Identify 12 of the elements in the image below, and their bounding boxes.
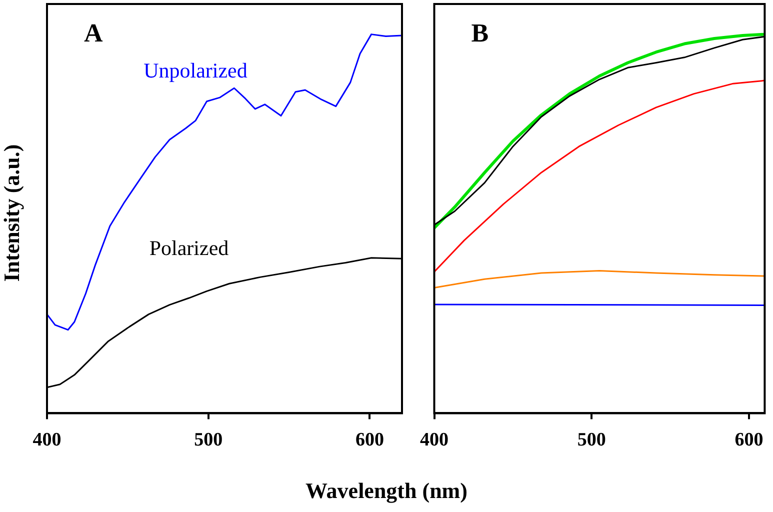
chart-title: A: [84, 18, 103, 48]
x-tick-label: 400: [420, 430, 448, 451]
x-tick-label: 500: [194, 430, 223, 451]
series-label: Unpolarized: [144, 58, 248, 83]
x-tick-label: 600: [355, 430, 384, 451]
x-tick-label: 500: [577, 430, 606, 451]
chart-title: B: [471, 18, 489, 48]
x-tick-label: 600: [734, 430, 764, 451]
x-tick-label: 400: [32, 430, 62, 451]
y-axis-title: Intensity (a.u.): [0, 143, 25, 284]
series-label: Polarized: [149, 236, 230, 260]
x-axis-title: Wavelength (nm): [304, 478, 468, 504]
